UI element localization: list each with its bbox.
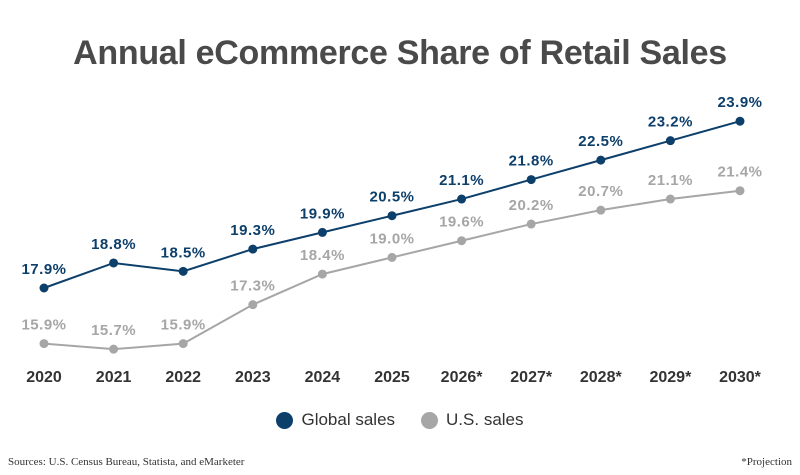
x-tick-label: 2025	[374, 369, 410, 386]
data-point-0-2	[178, 266, 188, 276]
data-point-1-7	[526, 219, 536, 229]
data-label-1-8: 20.7%	[578, 183, 623, 200]
data-label-1-4: 18.4%	[300, 247, 345, 264]
data-point-1-9	[665, 194, 675, 204]
data-point-1-5	[387, 252, 397, 262]
data-label-1-10: 21.4%	[717, 164, 762, 181]
data-label-0-9: 23.2%	[648, 114, 693, 131]
data-label-1-0: 15.9%	[21, 317, 66, 334]
data-point-1-10	[735, 186, 745, 196]
data-label-0-10: 23.9%	[717, 94, 762, 111]
data-point-1-2	[178, 339, 188, 349]
data-label-0-1: 18.8%	[91, 236, 136, 253]
data-point-1-4	[317, 269, 327, 279]
source-note: Sources: U.S. Census Bureau, Statista, a…	[8, 456, 245, 468]
x-tick-label: 2027*	[510, 369, 553, 386]
legend: Global sales U.S. sales	[0, 410, 800, 430]
data-label-1-6: 19.6%	[439, 214, 484, 231]
data-label-0-0: 17.9%	[21, 261, 66, 278]
data-label-1-3: 17.3%	[230, 278, 275, 295]
data-label-0-7: 21.8%	[509, 153, 554, 170]
data-point-1-0	[39, 339, 49, 349]
data-label-0-4: 19.9%	[300, 205, 345, 222]
data-point-0-1	[109, 258, 119, 268]
data-point-0-0	[39, 283, 49, 293]
data-point-1-1	[109, 344, 119, 354]
data-label-1-5: 19.0%	[369, 230, 414, 247]
data-point-0-6	[457, 194, 467, 204]
legend-item-us: U.S. sales	[421, 410, 524, 430]
data-label-0-2: 18.5%	[161, 244, 206, 261]
x-tick-label: 2026*	[441, 369, 484, 386]
data-label-1-7: 20.2%	[509, 197, 554, 214]
x-tick-label: 2022	[165, 369, 201, 386]
data-point-1-6	[457, 236, 467, 246]
x-tick-label: 2023	[235, 369, 271, 386]
data-label-0-6: 21.1%	[439, 172, 484, 189]
x-tick-label: 2021	[96, 369, 132, 386]
x-tick-label: 2020	[26, 369, 62, 386]
data-point-0-5	[387, 211, 397, 221]
data-label-0-5: 20.5%	[369, 189, 414, 206]
chart-title: Annual eCommerce Share of Retail Sales	[73, 34, 727, 72]
data-point-0-4	[317, 227, 327, 237]
data-point-0-3	[248, 244, 258, 254]
legend-label-global: Global sales	[301, 410, 396, 429]
projection-note: *Projection	[741, 456, 792, 468]
data-label-1-2: 15.9%	[161, 317, 206, 334]
legend-marker-global	[276, 411, 294, 429]
x-tick-label: 2024	[305, 369, 341, 386]
data-point-0-9	[665, 136, 675, 146]
data-label-1-9: 21.1%	[648, 172, 693, 189]
data-point-0-7	[526, 175, 536, 185]
data-point-0-8	[596, 155, 606, 165]
data-point-1-3	[248, 300, 258, 310]
data-point-0-10	[735, 116, 745, 126]
legend-item-global: Global sales	[276, 410, 395, 430]
data-label-1-1: 15.7%	[91, 322, 136, 339]
x-tick-label: 2030*	[719, 369, 762, 386]
data-point-1-8	[596, 205, 606, 215]
x-tick-label: 2028*	[580, 369, 623, 386]
legend-label-us: U.S. sales	[446, 410, 524, 429]
legend-marker-us	[421, 411, 439, 429]
data-label-0-8: 22.5%	[578, 133, 623, 150]
x-tick-label: 2029*	[649, 369, 692, 386]
data-label-0-3: 19.3%	[230, 222, 275, 239]
